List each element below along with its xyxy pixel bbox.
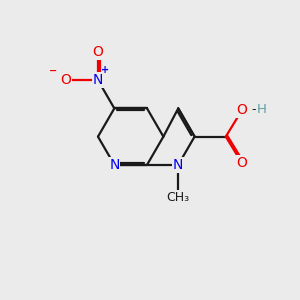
Text: O: O <box>60 73 71 87</box>
Text: N: N <box>93 73 103 87</box>
Text: -: - <box>251 103 256 116</box>
Text: −: − <box>49 66 57 76</box>
Text: +: + <box>101 65 110 75</box>
Text: O: O <box>237 156 248 170</box>
Text: H: H <box>256 103 266 116</box>
Text: CH₃: CH₃ <box>167 191 190 204</box>
Text: N: N <box>173 158 183 172</box>
Text: O: O <box>237 103 248 117</box>
Text: N: N <box>109 158 119 172</box>
Text: O: O <box>92 45 104 59</box>
